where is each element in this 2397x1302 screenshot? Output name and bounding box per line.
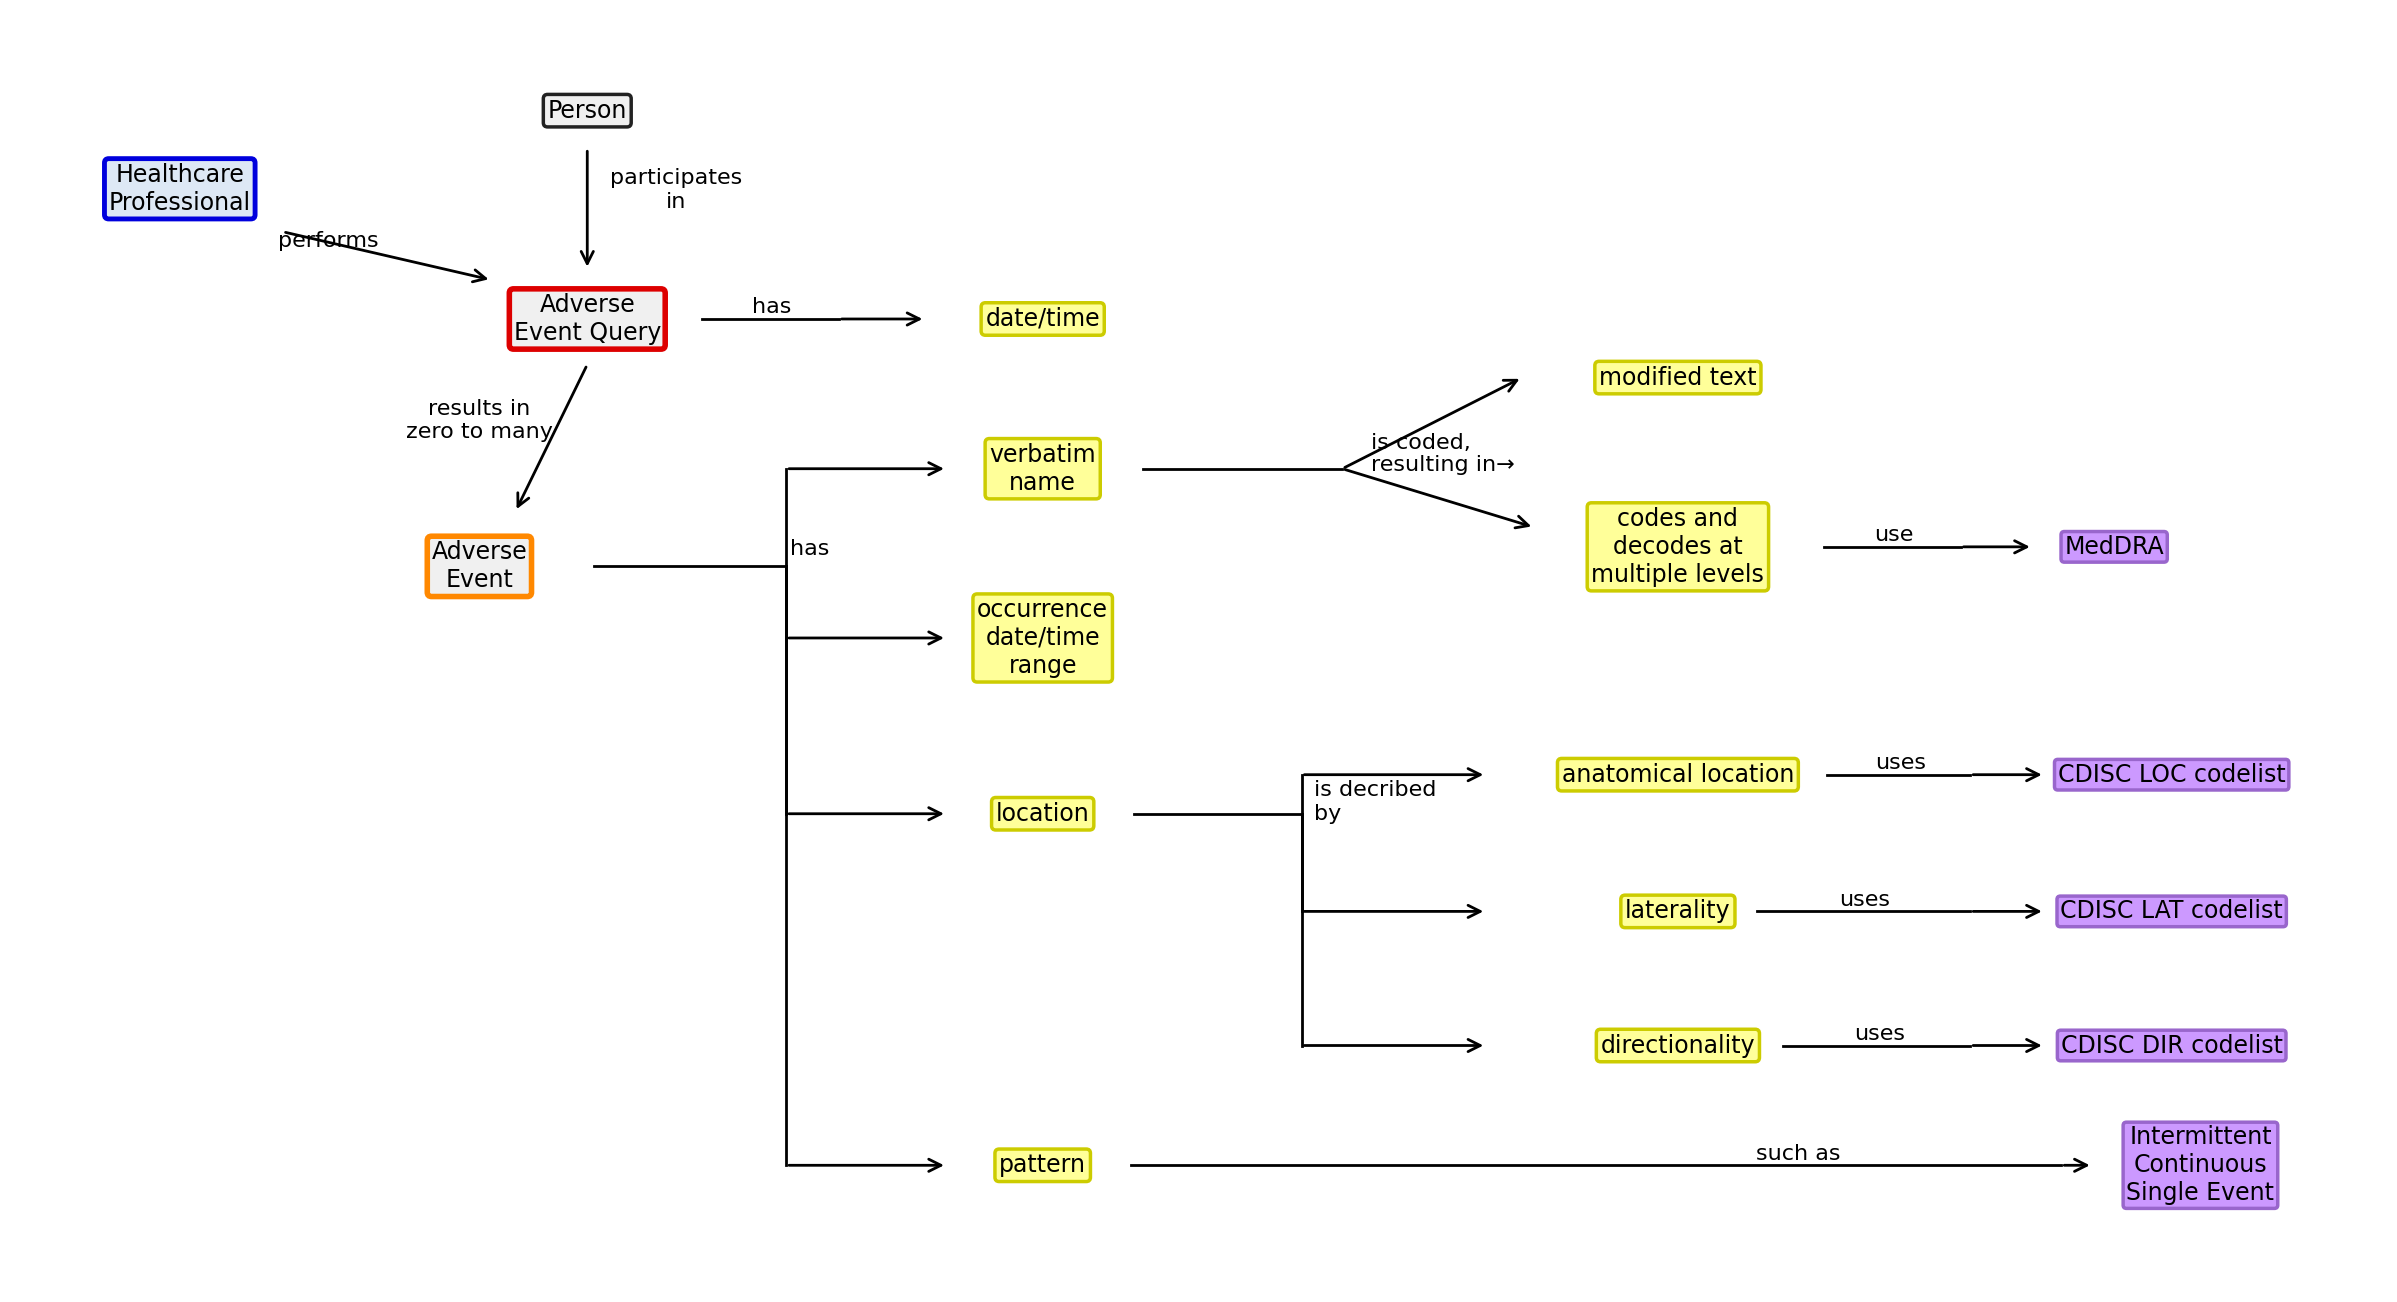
Text: Intermittent
Continuous
Single Event: Intermittent Continuous Single Event	[2126, 1125, 2275, 1206]
Text: MedDRA: MedDRA	[2064, 535, 2164, 559]
Text: codes and
decodes at
multiple levels: codes and decodes at multiple levels	[1592, 506, 1764, 587]
Text: has: has	[753, 297, 791, 318]
Text: is coded,: is coded,	[1371, 432, 1472, 453]
Text: uses: uses	[1838, 889, 1891, 910]
Text: such as: such as	[1755, 1143, 1841, 1164]
Text: by: by	[1314, 803, 1340, 824]
Text: performs: performs	[278, 230, 379, 251]
Text: occurrence
date/time
range: occurrence date/time range	[978, 598, 1107, 678]
Text: Adverse
Event Query: Adverse Event Query	[513, 293, 662, 345]
Text: results in
zero to many: results in zero to many	[405, 398, 554, 443]
Text: directionality: directionality	[1601, 1034, 1755, 1057]
Text: use: use	[1874, 525, 1913, 546]
Text: modified text: modified text	[1599, 366, 1757, 389]
Text: is decribed: is decribed	[1314, 780, 1436, 801]
Text: resulting in→: resulting in→	[1371, 454, 1515, 475]
Text: verbatim
name: verbatim name	[990, 443, 1095, 495]
Text: uses: uses	[1853, 1023, 1906, 1044]
Text: Healthcare
Professional: Healthcare Professional	[108, 163, 252, 215]
Text: CDISC LOC codelist: CDISC LOC codelist	[2057, 763, 2287, 786]
Text: date/time: date/time	[985, 307, 1100, 331]
Text: location: location	[995, 802, 1091, 825]
Text: Adverse
Event: Adverse Event	[431, 540, 527, 592]
Text: pattern: pattern	[1000, 1154, 1086, 1177]
Text: has: has	[791, 539, 829, 560]
Text: anatomical location: anatomical location	[1563, 763, 1793, 786]
Text: CDISC LAT codelist: CDISC LAT codelist	[2061, 900, 2282, 923]
Text: CDISC DIR codelist: CDISC DIR codelist	[2061, 1034, 2282, 1057]
Text: Person: Person	[547, 99, 628, 122]
Text: participates
in: participates in	[609, 168, 743, 212]
Text: laterality: laterality	[1625, 900, 1731, 923]
Text: uses: uses	[1874, 753, 1927, 773]
